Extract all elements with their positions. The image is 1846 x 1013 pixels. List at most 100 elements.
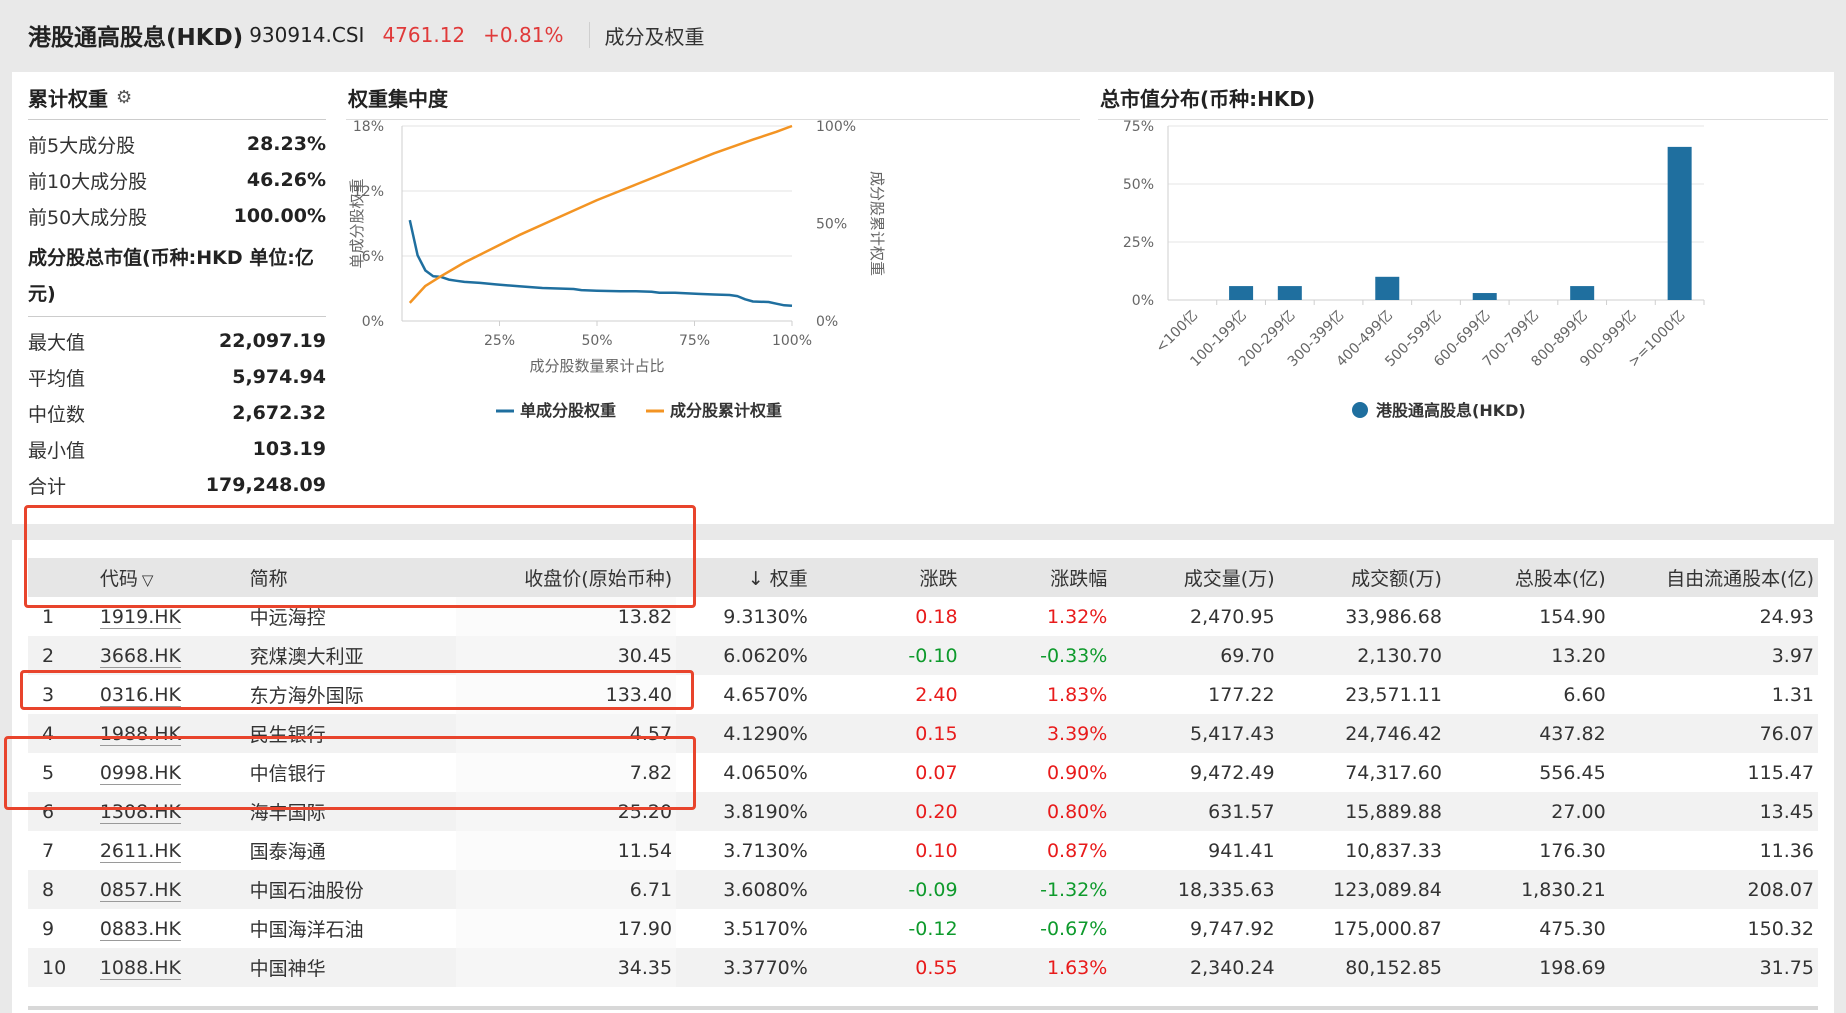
stock-code-link[interactable]: 1308.HK (99, 800, 181, 824)
code-link[interactable]: 1919.HK (96, 597, 246, 636)
x-tick-label: 50% (581, 333, 612, 349)
horizontal-scrollbar[interactable] (28, 1006, 1818, 1010)
weight-cell: 3.8190% (723, 800, 808, 823)
top10-label: 前10大成分股 (28, 170, 148, 193)
table-row[interactable]: 5 0998.HK 中信银行 7.82 4.0650% 0.07 0.90% 9,472.49… (28, 753, 1818, 792)
rank-cell: 10 (42, 956, 67, 979)
code-link[interactable]: 0883.HK (96, 909, 246, 948)
stock-code-link[interactable]: 2611.HK (99, 839, 181, 863)
volume-cell: 9,472.49 (1190, 761, 1275, 784)
rank-cell: 5 (42, 761, 55, 784)
table-row[interactable]: 2 3668.HK 兖煤澳大利亚 30.45 6.0620% -0.10 -0.33% 69.… (28, 636, 1818, 675)
weight-header[interactable]: ↓ 权重 (747, 568, 808, 590)
market-value-distribution-chart: 0%25%50%75%<100亿100-199亿200-299亿300-399亿… (1123, 119, 1705, 420)
total-shares-cell: 198.69 (1539, 956, 1606, 979)
y-tick-label: 12% (353, 184, 384, 200)
stat-value: 22,097.19 (219, 330, 326, 352)
section-title[interactable]: 成分及权重 (604, 24, 705, 49)
code-header-label: 代码 (99, 568, 138, 590)
top5-value: 28.23% (246, 133, 326, 155)
float-shares-cell: 1.31 (1771, 683, 1814, 706)
y-tick-label: 18% (353, 119, 384, 135)
code-link[interactable]: 0857.HK (96, 870, 246, 909)
y2-tick-label: 100% (816, 119, 856, 135)
change-pct-cell: 1.63% (1046, 956, 1108, 979)
bar (1277, 286, 1302, 300)
constituents-table: 代码 ▽ 简称 收盘价(原始币种) ↓ 权重 涨跌 涨跌幅 成交量(万) 成交额(… (28, 558, 1818, 987)
stock-code-link[interactable]: 0857.HK (99, 878, 181, 902)
code-link[interactable]: 1988.HK (96, 714, 246, 753)
table-row[interactable]: 7 2611.HK 国泰海通 11.54 3.7130% 0.10 0.87% 941.41 1… (28, 831, 1818, 870)
code-link[interactable]: 0998.HK (96, 753, 246, 792)
stat-total-row: 合计 179,248.09 (28, 467, 326, 503)
change-pct-cell: 3.39% (1046, 722, 1108, 745)
stock-code-link[interactable]: 1088.HK (99, 956, 181, 980)
code-link[interactable]: 1308.HK (96, 792, 246, 831)
rank-cell: 6 (42, 800, 55, 823)
change-cell: 0.15 (915, 722, 958, 745)
stock-code-link[interactable]: 3668.HK (99, 644, 181, 668)
y2-tick-label: 50% (816, 217, 847, 233)
table-row[interactable]: 1 1919.HK 中远海控 13.82 9.3130% 0.18 1.32% 2,470.9… (28, 597, 1818, 636)
y-tick-label: 6% (362, 249, 384, 265)
weight-cell: 9.3130% (723, 605, 808, 628)
y-tick-label: 50% (1123, 177, 1154, 193)
y-axis-label: 单成分股权重 (348, 178, 366, 268)
change-pct-header[interactable]: 涨跌幅 (1050, 568, 1108, 590)
volume-cell: 2,340.24 (1190, 956, 1275, 979)
gear-icon[interactable]: ⚙ (116, 87, 133, 108)
volume-cell: 5,417.43 (1190, 722, 1275, 745)
table-row[interactable]: 8 0857.HK 中国石油股份 6.71 3.6080% -0.09 -1.32% 18,3… (28, 870, 1818, 909)
index-header: 港股通高股息(HKD) 930914.CSI 4761.12 +0.81% 成分… (0, 0, 1846, 70)
rank-cell: 7 (42, 839, 55, 862)
stat-median-row: 中位数 2,672.32 (28, 395, 326, 431)
code-link[interactable]: 2611.HK (96, 831, 246, 870)
float-shares-cell: 24.93 (1759, 605, 1814, 628)
change-header[interactable]: 涨跌 (919, 568, 958, 590)
stock-code-link[interactable]: 1988.HK (99, 722, 181, 746)
change-cell: 0.18 (915, 605, 958, 628)
rank-cell: 8 (42, 878, 55, 901)
code-header[interactable]: 代码 ▽ (96, 558, 246, 597)
close-header[interactable]: 收盘价(原始币种) (524, 568, 673, 590)
code-link[interactable]: 0316.HK (96, 675, 246, 714)
stock-code-link[interactable]: 1919.HK (99, 605, 181, 629)
total-shares-cell: 176.30 (1539, 839, 1606, 862)
name-cell: 国泰海通 (249, 841, 326, 863)
change-cell: -0.09 (908, 878, 958, 901)
table-row[interactable]: 10 1088.HK 中国神华 34.35 3.3770% 0.55 1.63% 2,340.… (28, 948, 1818, 987)
code-link[interactable]: 3668.HK (96, 636, 246, 675)
stat-label: 最小值 (28, 439, 86, 462)
stock-code-link[interactable]: 0883.HK (99, 917, 181, 941)
rank-cell: 2 (42, 644, 55, 667)
cumulative-weight-label: 累计权重 (28, 87, 108, 111)
market-value-distribution-title: 总市值分布(币种:HKD) (1098, 76, 1828, 120)
volume-cell: 9,747.92 (1190, 917, 1275, 940)
volume-header[interactable]: 成交量(万) (1183, 568, 1275, 590)
stock-code-link[interactable]: 0316.HK (99, 683, 181, 707)
code-link[interactable]: 1088.HK (96, 948, 246, 987)
float-shares-cell: 150.32 (1747, 917, 1814, 940)
stock-code-link[interactable]: 0998.HK (99, 761, 181, 785)
top10-value: 46.26% (246, 169, 326, 191)
top5-row: 前5大成分股 28.23% (28, 126, 326, 162)
change-cell: 2.40 (915, 683, 958, 706)
change-cell: 0.07 (915, 761, 958, 784)
float-shares-header[interactable]: 自由流通股本(亿) (1666, 568, 1814, 590)
close-cell: 7.82 (456, 753, 677, 792)
stat-label: 中位数 (28, 403, 86, 426)
filter-icon[interactable]: ▽ (141, 571, 154, 589)
turnover-cell: 15,889.88 (1345, 800, 1442, 823)
turnover-header[interactable]: 成交额(万) (1351, 568, 1442, 590)
index-code: 930914.CSI (249, 23, 365, 47)
stat-value: 2,672.32 (232, 402, 326, 424)
cumulative-weight-line (408, 124, 793, 304)
volume-cell: 631.57 (1208, 800, 1275, 823)
turnover-cell: 175,000.87 (1333, 917, 1442, 940)
total-shares-header[interactable]: 总股本(亿) (1514, 568, 1606, 590)
table-row[interactable]: 4 1988.HK 民生银行 4.57 4.1290% 0.15 3.39% 5,417.43… (28, 714, 1818, 753)
name-header[interactable]: 简称 (249, 568, 288, 590)
float-shares-cell: 208.07 (1747, 878, 1814, 901)
table-row[interactable]: 9 0883.HK 中国海洋石油 17.90 3.5170% -0.12 -0.67% 9,7… (28, 909, 1818, 948)
table-row[interactable]: 6 1308.HK 海丰国际 25.20 3.8190% 0.20 0.80% 631.57 1… (28, 792, 1818, 831)
